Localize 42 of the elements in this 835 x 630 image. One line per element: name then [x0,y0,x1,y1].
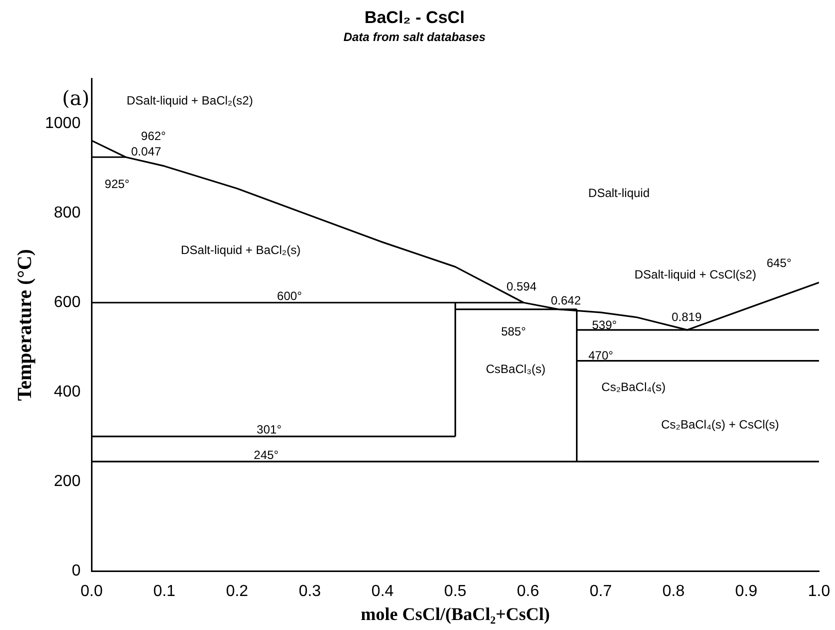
annotation: 600° [277,289,302,304]
annotation: CsBaCl₃(s) [486,362,546,376]
x-tick-label: 0.0 [80,583,103,600]
annotation: 925° [104,176,130,191]
annotation: DSalt-liquid [588,186,650,200]
x-axis-title: mole CsCl/(BaCl₂+CsCl) [360,604,550,624]
chart-subtitle: Data from salt databases [343,30,486,44]
x-tick-label: 0.9 [735,583,758,600]
x-tick-label: 0.4 [371,583,394,600]
y-tick-label: 400 [54,384,81,401]
annotation: Cs₂BaCl₄(s) [601,380,666,394]
annotation: DSalt-liquid + BaCl₂(s) [180,242,301,257]
y-tick-label: 1000 [45,114,81,132]
annotation: 539° [592,318,618,332]
y-tick-label: 800 [54,204,81,222]
annotation: 585° [501,324,526,339]
annotation: 645° [766,256,792,270]
y-axis-title: Temperature (°C) [14,249,36,401]
x-tick-label: 0.2 [226,583,248,600]
x-tick-label: 0.5 [444,583,467,600]
y-tick-label: 200 [54,473,81,490]
x-tick-label: 0.1 [153,583,176,600]
annotation: DSalt-liquid + CsCl(s2) [634,268,756,282]
x-tick-label: 0.8 [662,583,685,600]
annotation: Cs₂BaCl₄(s) + CsCl(s) [661,417,780,432]
text: (a) [62,86,90,110]
x-tick-label: 0.7 [590,583,612,600]
x-tick-label: 0.3 [298,583,322,600]
annotation: 0.047 [131,144,162,158]
y-tick-label: 600 [54,294,81,312]
annotation: DSalt-liquid + BaCl₂(s2) [126,93,253,108]
y-tick-label: 0 [72,562,81,580]
chart-title: BaCl₂ - CsCl [364,8,465,27]
annotation: 245° [254,448,279,462]
x-tick-label: 0.6 [516,583,540,600]
annotation: 301° [256,422,282,437]
annotation: 470° [588,348,614,362]
x-tick-label: 1.0 [808,583,830,600]
annotation: 0.819 [672,310,702,324]
annotation: 962° [141,129,166,144]
annotation: 0.594 [506,279,537,294]
annotation: 0.642 [550,294,582,308]
